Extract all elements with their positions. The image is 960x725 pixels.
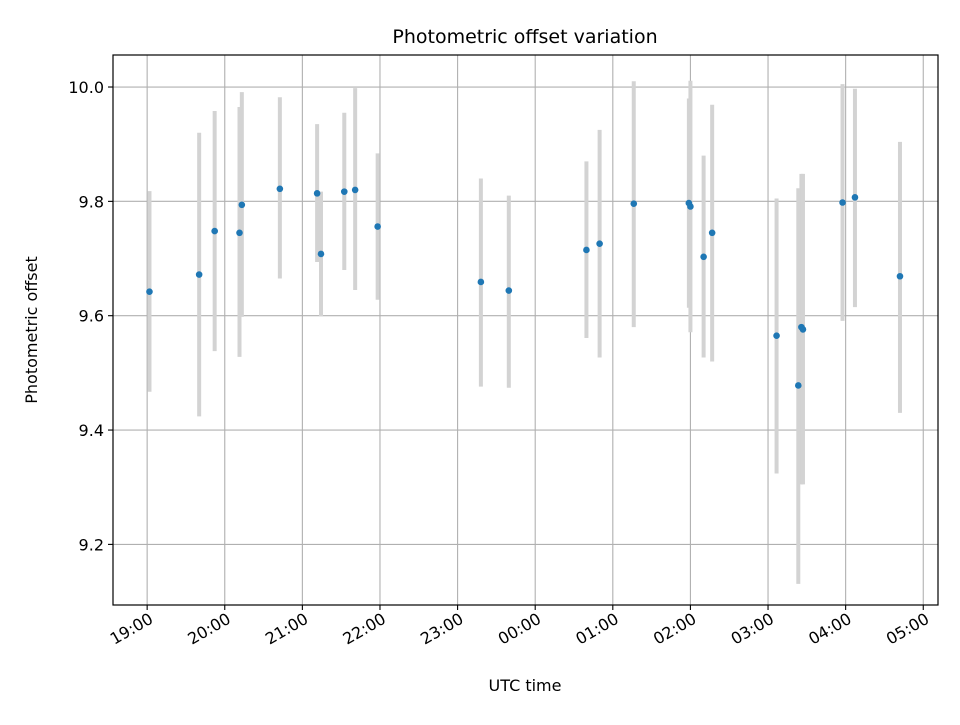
data-point [276,185,284,193]
y-tick-label: 9.4 [79,421,104,440]
y-tick-label: 9.6 [79,307,104,326]
data-point [313,190,321,197]
data-point [236,229,243,237]
data-point [195,271,203,278]
y-tick-label: 9.2 [79,535,104,554]
y-tick-label: 10.0 [68,78,104,97]
data-point [773,332,780,340]
data-point [799,326,807,333]
data-point [340,188,348,195]
y-tick-label: 9.8 [79,192,104,211]
y-axis-ticks: 9.2 9.4 9.6 9.8 10.0 [68,78,113,554]
data-point [374,223,381,230]
data-point [851,194,859,201]
data-point [795,382,802,389]
data-point [317,250,325,258]
data-point [687,203,694,210]
data-point [596,240,603,247]
axes-frame [112,54,939,606]
data-point [146,288,153,295]
x-axis-label: UTC time [489,676,562,695]
data-point [839,199,846,206]
data-point [351,186,359,194]
data-point [238,201,246,209]
data-point [896,272,904,280]
data-point [211,227,218,235]
plot-area [113,55,938,605]
data-points [146,185,904,389]
data-point [630,200,638,207]
y-axis-label: Photometric offset [22,256,41,404]
data-point [583,246,590,254]
data-point [505,287,513,294]
data-point [700,253,707,261]
data-point [477,278,485,286]
data-point [708,229,716,237]
chart-title: Photometric offset variation [392,26,657,48]
